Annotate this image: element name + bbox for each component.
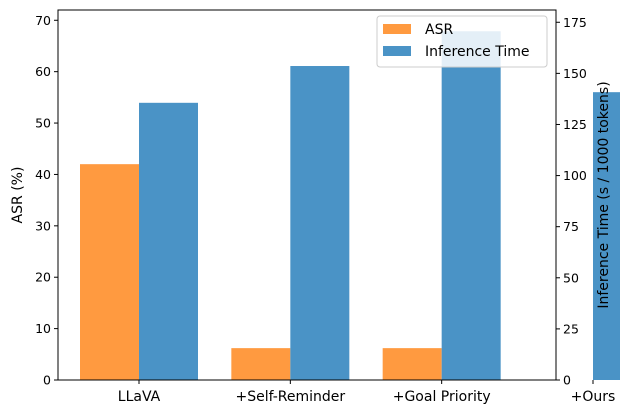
x-axis: LLaVA +Self-Reminder +Goal Priority +Ours	[118, 380, 616, 405]
bar-inference-time-0	[139, 102, 198, 380]
left-tick-label: 20	[35, 270, 51, 285]
legend-label: Inference Time	[425, 44, 530, 60]
left-tick-label: 30	[35, 218, 51, 233]
bar-inference-time-1	[290, 66, 350, 380]
x-tick-label: +Ours	[571, 389, 616, 405]
left-tick-label: 70	[35, 13, 51, 28]
x-tick-label: +Goal Priority	[393, 389, 491, 405]
bars-group	[80, 31, 620, 381]
bar-inference-time-2	[441, 31, 501, 380]
left-tick-label: 0	[43, 373, 51, 388]
left-tick-label: 60	[35, 64, 51, 79]
right-axis-label: Inference Time (s / 1000 tokens)	[596, 81, 612, 308]
left-axis-label: ASR (%)	[10, 167, 26, 224]
bar-asr-0	[80, 164, 139, 380]
legend-label: ASR	[425, 22, 453, 38]
legend-swatch	[383, 46, 411, 56]
right-tick-label: 0	[563, 373, 571, 388]
legend: ASR Inference Time	[376, 15, 548, 68]
x-tick-label: +Self-Reminder	[235, 389, 345, 405]
right-tick-label: 50	[563, 270, 579, 285]
plot-frame	[57, 9, 557, 381]
left-y-axis: 0 10 20 30 40 50 60 70	[35, 13, 58, 388]
left-tick-label: 10	[35, 321, 51, 336]
legend-box	[376, 15, 548, 68]
right-tick-label: 75	[563, 219, 579, 234]
legend-swatch	[383, 24, 411, 34]
bar-asr-1	[231, 348, 291, 380]
x-tick-label: LLaVA	[118, 389, 161, 405]
right-tick-label: 175	[563, 15, 587, 30]
bar-inference-time-3	[593, 92, 620, 381]
bar-asr-2	[382, 348, 442, 380]
right-y-axis: 0 25 50 75 100 125 150 175	[556, 15, 587, 388]
right-tick-label: 25	[563, 321, 579, 336]
right-tick-label: 150	[563, 66, 587, 81]
right-tick-label: 100	[563, 168, 587, 183]
left-tick-label: 40	[35, 167, 51, 182]
left-tick-label: 50	[35, 116, 51, 131]
right-tick-label: 125	[563, 117, 587, 132]
